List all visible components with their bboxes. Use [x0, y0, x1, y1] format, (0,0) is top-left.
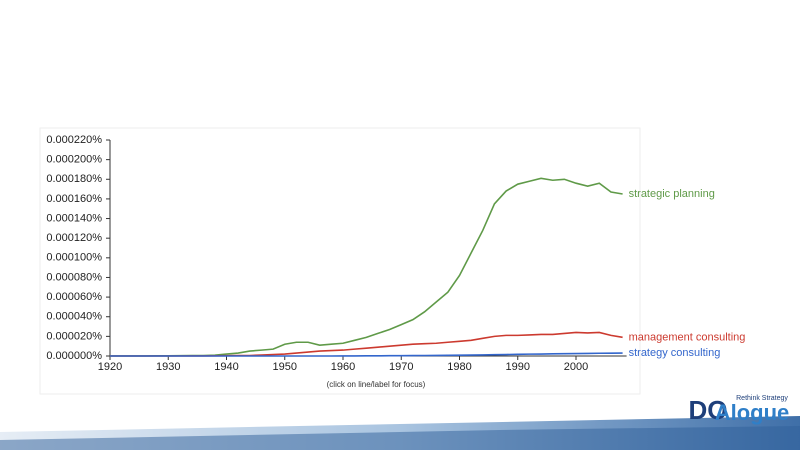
logo-tagline: Rethink Strategy — [736, 395, 788, 402]
y-tick-label: 0.000140% — [46, 212, 102, 224]
x-tick-label: 1960 — [331, 361, 355, 373]
y-tick-label: 0.000120% — [46, 232, 102, 244]
note: (click on line/label for focus) — [327, 380, 426, 389]
logo-part: DO — [689, 395, 728, 425]
y-tick-label: 0.000040% — [46, 311, 102, 323]
y-tick-label: 0.000000% — [46, 350, 102, 362]
x-tick-label: 1940 — [214, 361, 238, 373]
x-tick-label: 1990 — [506, 361, 530, 373]
x-tick-label: 1950 — [273, 361, 297, 373]
series-label: strategy consulting — [629, 347, 721, 359]
y-tick-label: 0.000080% — [46, 271, 102, 283]
decor-band — [0, 426, 800, 450]
logo-part: Alogue — [715, 400, 790, 425]
x-tick-label: 1930 — [156, 361, 180, 373]
y-tick-label: 0.000160% — [46, 193, 102, 205]
y-tick-label: 0.000020% — [46, 330, 102, 342]
y-tick-label: 0.000180% — [46, 173, 102, 185]
x-tick-label: 1920 — [98, 361, 122, 373]
y-tick-label: 0.000220% — [46, 134, 102, 146]
y-tick-label: 0.000060% — [46, 291, 102, 303]
series-label: strategic planning — [629, 188, 715, 200]
y-tick-label: 0.000200% — [46, 154, 102, 166]
x-tick-label: 1980 — [447, 361, 471, 373]
series-line — [110, 352, 623, 357]
series-label: management consulting — [629, 331, 746, 343]
x-tick-label: 1970 — [389, 361, 413, 373]
y-tick-label: 0.000100% — [46, 252, 102, 264]
x-tick-label: 2000 — [564, 361, 588, 373]
